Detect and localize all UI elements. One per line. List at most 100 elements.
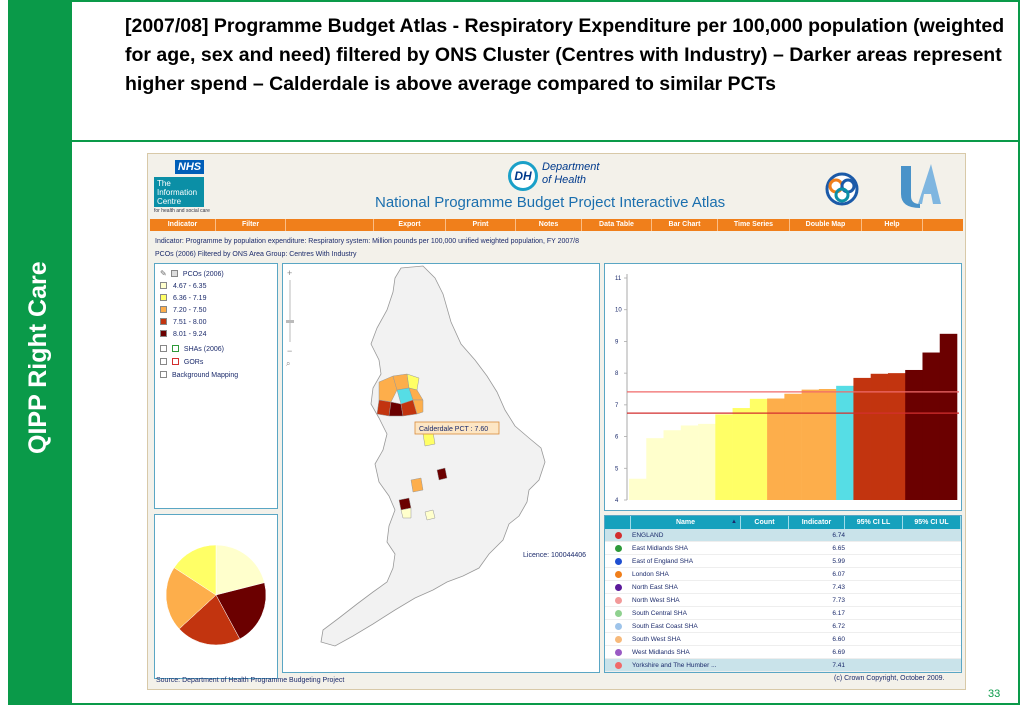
magnifier-icon[interactable]: ⌕ xyxy=(286,359,290,368)
bar[interactable] xyxy=(853,377,871,500)
pie-slice[interactable] xyxy=(173,544,217,596)
area-11[interactable] xyxy=(436,467,448,481)
frame-top xyxy=(72,0,1020,2)
legend-swatch xyxy=(160,294,167,301)
table-row[interactable]: South East Coast SHA 6.72 xyxy=(605,620,961,633)
source-text: Source: Department of Health Programme B… xyxy=(156,677,345,684)
heading-divider xyxy=(72,140,1020,142)
row-indicator-value: 5.99 xyxy=(832,558,845,565)
zoom-in-icon[interactable]: + xyxy=(287,268,292,278)
y-tick-label: 4 xyxy=(615,498,619,504)
bar[interactable] xyxy=(749,398,768,500)
table-row[interactable]: South Central SHA 6.17 xyxy=(605,607,961,620)
row-name: West Midlands SHA xyxy=(632,649,690,656)
table-header-cell[interactable]: Name xyxy=(631,516,741,529)
menu-item-export[interactable]: Export xyxy=(374,219,446,231)
england-map[interactable]: + − ⌕ Calderdale PCT : xyxy=(283,264,599,672)
area-9[interactable] xyxy=(412,399,424,415)
area-6[interactable] xyxy=(376,399,392,417)
table-row[interactable]: Yorkshire and The Humber ... 7.41 xyxy=(605,659,961,672)
table-row[interactable]: North East SHA 7.43 xyxy=(605,581,961,594)
bar[interactable] xyxy=(663,430,682,500)
row-name: London SHA xyxy=(632,571,669,578)
menu-item-indicator[interactable]: Indicator xyxy=(150,219,216,231)
table-row[interactable]: West Midlands SHA 6.69 xyxy=(605,646,961,659)
table-row[interactable]: ENGLAND 6.74 xyxy=(605,529,961,542)
menu-item-time-series[interactable]: Time Series xyxy=(718,219,790,231)
area-15[interactable] xyxy=(424,509,436,521)
area-14[interactable] xyxy=(400,507,412,519)
gors-label: GORs xyxy=(183,359,204,366)
menu-item-notes[interactable]: Notes xyxy=(516,219,582,231)
pie-slice[interactable] xyxy=(178,594,241,646)
gors-checkbox[interactable] xyxy=(160,358,167,365)
pie-panel xyxy=(154,514,278,679)
table-header-cell[interactable]: 95% CI LL xyxy=(845,516,903,529)
bar[interactable] xyxy=(870,373,889,500)
shas-checkbox[interactable] xyxy=(160,345,167,352)
table-row[interactable]: London SHA 6.07 xyxy=(605,568,961,581)
table-header-cell[interactable]: Count xyxy=(741,516,789,529)
bar[interactable] xyxy=(629,478,647,500)
row-indicator-value: 7.73 xyxy=(832,597,845,604)
table-row[interactable]: East of England SHA 5.99 xyxy=(605,555,961,568)
zoom-slider-handle[interactable] xyxy=(286,320,294,323)
row-name: North West SHA xyxy=(632,597,680,604)
bar[interactable] xyxy=(646,438,664,500)
legend-range-label: 7.20 - 7.50 xyxy=(173,307,207,314)
table-header-cell[interactable]: Indicator xyxy=(789,516,845,529)
row-indicator-value: 6.07 xyxy=(832,571,845,578)
map-panel[interactable]: + − ⌕ Calderdale PCT : xyxy=(282,263,600,673)
england-outline xyxy=(320,265,546,647)
menu-item-bar-chart[interactable]: Bar Chart xyxy=(652,219,718,231)
licence-text: Licence: 100044406 xyxy=(523,552,587,559)
bar[interactable] xyxy=(698,423,716,500)
bar[interactable] xyxy=(922,352,941,500)
table-header-cell[interactable]: 95% CI UL xyxy=(903,516,961,529)
atlas-title: National Programme Budget Project Intera… xyxy=(375,194,726,211)
bar[interactable] xyxy=(715,414,733,500)
legend-gors-row[interactable]: GORs xyxy=(160,358,203,368)
menu-item-data-table[interactable]: Data Table xyxy=(582,219,652,231)
menu-item-print[interactable]: Print xyxy=(446,219,516,231)
bar[interactable] xyxy=(887,373,906,500)
bar[interactable] xyxy=(732,408,751,500)
row-color-dot xyxy=(615,558,622,565)
area-12[interactable] xyxy=(410,477,424,493)
legend-pcos-row[interactable]: ✎ PCOs (2006) xyxy=(160,269,224,279)
bar[interactable] xyxy=(818,389,837,500)
sort-arrow-icon[interactable]: ▲ xyxy=(731,519,737,525)
table-row[interactable]: South West SHA 6.60 xyxy=(605,633,961,646)
pie-slice[interactable] xyxy=(165,567,217,630)
pie-slice[interactable] xyxy=(215,544,265,596)
legend-shas-row[interactable]: SHAs (2006) xyxy=(160,345,224,355)
menu-item-help[interactable]: Help xyxy=(862,219,923,231)
bar[interactable] xyxy=(905,369,923,500)
bar[interactable] xyxy=(767,398,785,500)
sidebar-title: QIPP Right Care xyxy=(24,261,52,454)
pie-slice[interactable] xyxy=(215,582,267,640)
bar[interactable] xyxy=(680,425,699,500)
bar[interactable] xyxy=(784,393,802,500)
zoom-control[interactable]: + − ⌕ xyxy=(286,268,294,368)
information-centre-logo: The Information Centre xyxy=(154,177,204,207)
row-color-dot xyxy=(615,649,622,656)
menu-item-filter[interactable]: Filter xyxy=(216,219,286,231)
bar[interactable] xyxy=(836,385,854,500)
row-indicator-value: 7.41 xyxy=(832,662,845,669)
menu-item-double-map[interactable]: Double Map xyxy=(790,219,862,231)
bar[interactable] xyxy=(801,389,820,500)
bg-mapping-checkbox[interactable] xyxy=(160,371,167,378)
pcos-checkbox[interactable] xyxy=(170,270,178,277)
legend-bg-row[interactable]: Background Mapping xyxy=(160,371,238,381)
legend-range-label: 6.36 - 7.19 xyxy=(173,295,207,302)
gors-swatch xyxy=(171,358,179,365)
zoom-out-icon[interactable]: − xyxy=(287,346,292,356)
bar[interactable] xyxy=(939,333,958,500)
dh-logo-text: Department of Health xyxy=(542,161,599,187)
area-1[interactable] xyxy=(378,375,398,403)
copyright-text: (c) Crown Copyright, October 2009. xyxy=(834,675,945,682)
pencil-icon[interactable]: ✎ xyxy=(160,269,167,278)
table-row[interactable]: North West SHA 7.73 xyxy=(605,594,961,607)
table-row[interactable]: East Midlands SHA 6.65 xyxy=(605,542,961,555)
